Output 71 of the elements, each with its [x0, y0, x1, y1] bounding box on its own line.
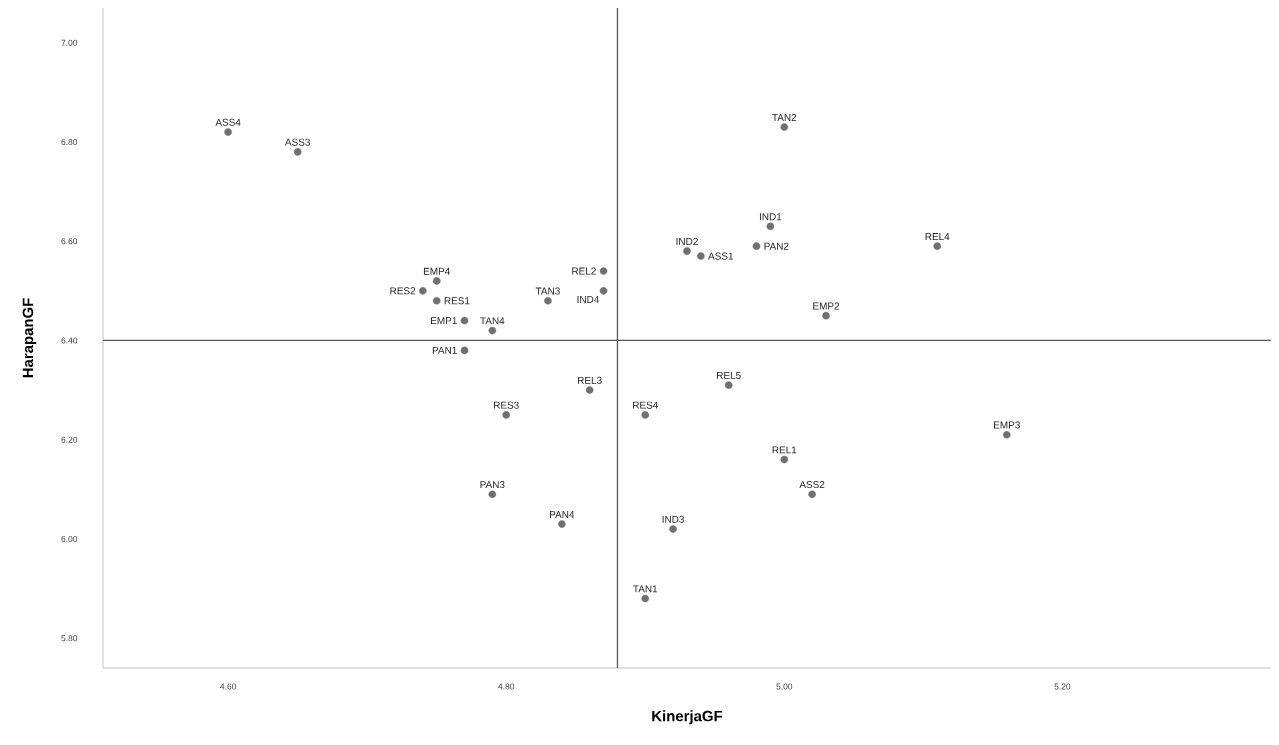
point	[432, 277, 441, 285]
x-tick-label: 4.80	[498, 683, 515, 690]
series-label: RES2	[390, 287, 416, 295]
series-label: IND2	[676, 237, 698, 245]
series-label: PAN1	[432, 346, 457, 354]
series-label: EMP3	[994, 421, 1020, 429]
point	[293, 148, 302, 156]
series-label: RES4	[633, 401, 658, 409]
point	[683, 247, 691, 255]
point	[641, 594, 650, 603]
y-tick-label: 5.80	[61, 635, 78, 642]
point	[808, 490, 816, 499]
y-tick-label: 6.00	[61, 535, 78, 542]
y-tick-label: 6.60	[61, 238, 78, 245]
point	[669, 525, 677, 533]
series-label: PAN2	[764, 242, 789, 250]
point	[780, 123, 789, 131]
point	[488, 326, 497, 335]
x-axis-title: KinerjaGF	[652, 710, 723, 725]
point	[766, 222, 775, 231]
series-label: REL1	[772, 446, 797, 454]
point	[502, 411, 511, 419]
series-label: PAN4	[550, 511, 575, 518]
y-tick-label: 6.40	[61, 337, 78, 344]
x-tick-label: 5.00	[776, 683, 793, 690]
point	[585, 386, 594, 394]
series-label: RES3	[494, 401, 519, 409]
series-label: EMP2	[813, 302, 840, 310]
point	[697, 252, 705, 260]
series-label: EMP1	[431, 317, 457, 325]
point	[224, 128, 232, 136]
series-label: EMP4	[423, 267, 450, 275]
point	[933, 242, 942, 250]
series-label: ASS2	[799, 481, 825, 489]
point	[599, 287, 608, 295]
point	[724, 381, 733, 389]
point	[544, 296, 552, 305]
y-tick-label: 7.00	[61, 39, 78, 46]
y-tick-label: 6.20	[61, 436, 78, 443]
point	[1002, 430, 1011, 439]
point	[752, 242, 761, 250]
series-label: TAN1	[633, 585, 658, 593]
point	[780, 455, 789, 464]
series-label: IND3	[662, 515, 684, 523]
series-label: PAN3	[480, 481, 505, 489]
series-label: ASS4	[215, 118, 241, 126]
series-label: RES1	[444, 297, 470, 305]
series-label: ASS3	[284, 138, 310, 146]
point	[558, 520, 566, 528]
x-tick-label: 4.60	[220, 683, 237, 690]
series-label: IND4	[577, 296, 600, 303]
point	[599, 267, 608, 275]
point	[641, 411, 650, 419]
point	[822, 311, 830, 320]
point	[432, 296, 441, 305]
series-label: REL5	[717, 371, 741, 379]
series-label: REL2	[572, 267, 596, 275]
y-tick-label: 6.80	[61, 138, 78, 145]
series-label: IND1	[759, 213, 782, 221]
point	[460, 346, 469, 355]
series-label: REL3	[578, 376, 602, 384]
series-label: REL4	[925, 233, 950, 240]
point	[488, 490, 497, 499]
series-label: TAN4	[480, 317, 505, 325]
y-axis-title: HarapanGF	[22, 298, 37, 378]
series-label: TAN2	[772, 113, 797, 121]
series-label: ASS1	[708, 252, 734, 260]
x-tick-label: 5.20	[1054, 683, 1071, 690]
point	[460, 316, 469, 325]
series-label: TAN3	[535, 287, 560, 295]
point	[419, 287, 427, 295]
